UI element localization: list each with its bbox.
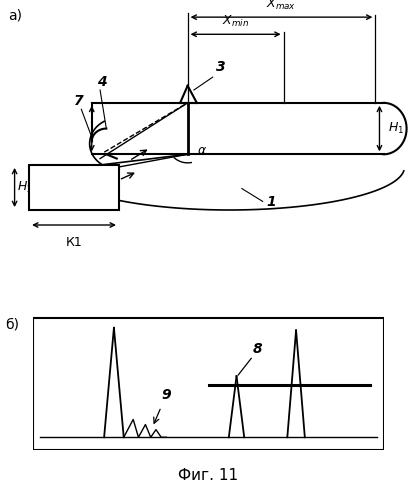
Text: 3: 3 <box>216 60 226 74</box>
Text: К1: К1 <box>65 236 83 248</box>
Text: 7: 7 <box>74 94 84 108</box>
Text: б): б) <box>5 318 19 332</box>
Text: $X_{min}$: $X_{min}$ <box>222 14 249 29</box>
Text: 9: 9 <box>161 388 171 402</box>
Text: $H_1$: $H_1$ <box>388 121 404 136</box>
Text: $H_2$: $H_2$ <box>17 180 33 195</box>
Text: 8: 8 <box>252 342 262 356</box>
Text: 1: 1 <box>266 194 276 208</box>
Bar <box>29 165 119 210</box>
Text: Фиг. 11: Фиг. 11 <box>178 468 239 483</box>
Text: $X_{max}$: $X_{max}$ <box>266 0 296 12</box>
Text: а): а) <box>8 8 23 22</box>
Text: α: α <box>198 144 206 158</box>
Text: 4: 4 <box>97 74 107 88</box>
